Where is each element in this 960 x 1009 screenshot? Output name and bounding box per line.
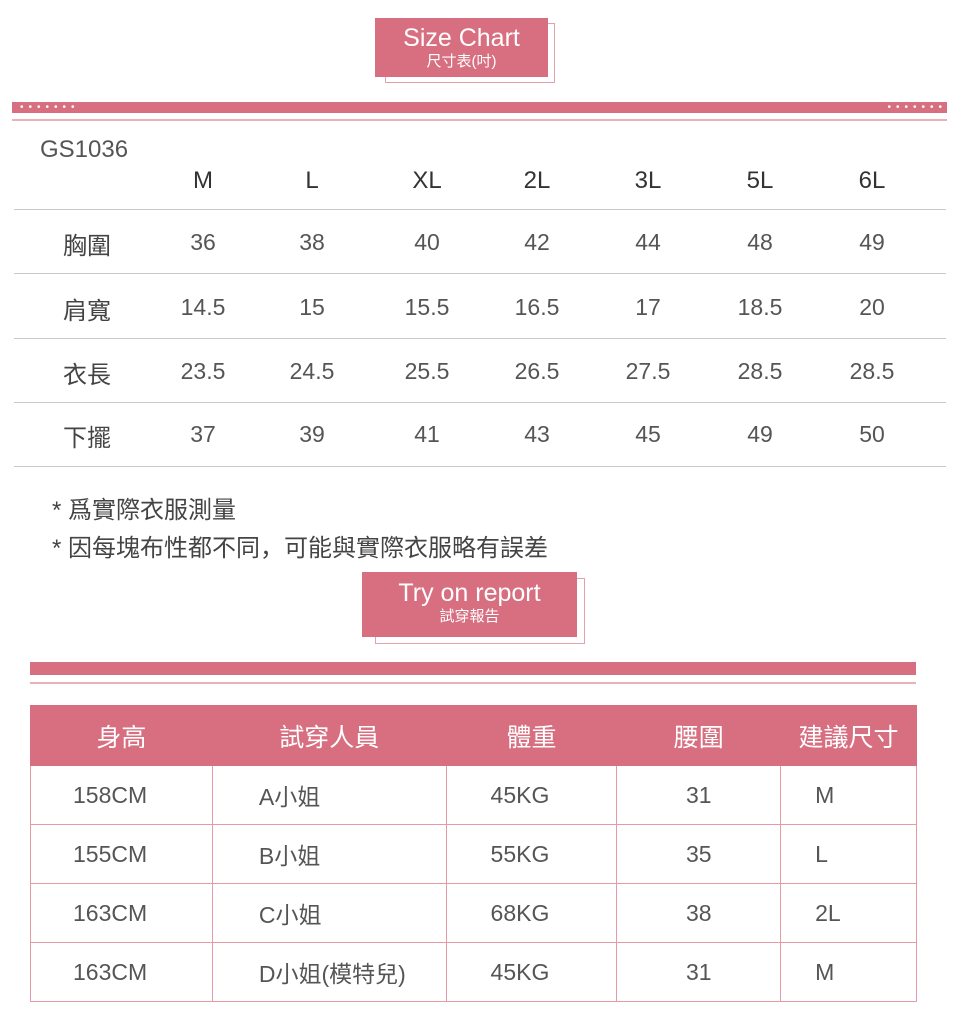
- size-value: 18.5: [737, 294, 783, 320]
- column-header: 腰圍: [616, 705, 782, 766]
- size-value: 44: [635, 229, 661, 255]
- try-on-title: Try on report: [398, 579, 541, 607]
- size-chart-badge: Size Chart 尺寸表(吋): [375, 18, 548, 77]
- table-cell: 35: [616, 824, 782, 884]
- size-header: 3L: [634, 167, 662, 194]
- table-cell: 55KG: [445, 824, 618, 884]
- size-header: XL: [412, 167, 442, 194]
- size-value: 27.5: [625, 358, 671, 384]
- divider: [30, 682, 916, 684]
- row-separator: [14, 402, 946, 403]
- table-cell: 158CM: [30, 765, 213, 825]
- row-label: 胸圍: [63, 233, 111, 260]
- try-on-table: 身高 試穿人員 體重 腰圍 建議尺寸 158CM A小姐 45KG 31 M 155CM B小姐 55…: [30, 705, 917, 1002]
- table-cell: 163CM: [30, 942, 213, 1002]
- table-row: 155CM B小姐 55KG 35 L: [30, 824, 917, 884]
- note-1: * 爲實際衣服測量: [52, 497, 237, 524]
- size-value: 15: [299, 294, 325, 320]
- row-separator: [14, 466, 946, 467]
- table-cell: M: [780, 765, 917, 825]
- table-cell: 2L: [780, 883, 917, 943]
- table-row: 158CM A小姐 45KG 31 M: [30, 765, 917, 825]
- size-value: 20: [859, 294, 885, 320]
- model-code: GS1036: [40, 136, 129, 163]
- row-label: 衣長: [63, 362, 111, 389]
- size-value: 37: [190, 421, 216, 447]
- table-cell: 31: [616, 942, 782, 1002]
- note-2: * 因每塊布性都不同，可能與實際衣服略有誤差: [52, 535, 549, 562]
- table-cell: 38: [616, 883, 782, 943]
- size-header: 2L: [523, 167, 551, 194]
- size-value: 26.5: [514, 358, 560, 384]
- row-separator: [14, 209, 946, 210]
- size-value: 25.5: [404, 358, 450, 384]
- try-on-bar: [30, 662, 916, 675]
- column-header: 建議尺寸: [780, 705, 917, 766]
- size-value: 38: [299, 229, 325, 255]
- row-label: 肩寬: [63, 298, 111, 325]
- size-value: 49: [859, 229, 885, 255]
- table-cell: 31: [616, 765, 782, 825]
- table-cell: B小姐: [211, 824, 447, 884]
- table-cell: L: [780, 824, 917, 884]
- size-value: 50: [859, 421, 885, 447]
- size-value: 15.5: [404, 294, 450, 320]
- size-value: 39: [299, 421, 325, 447]
- size-value: 45: [635, 421, 661, 447]
- size-value: 28.5: [849, 358, 895, 384]
- size-value: 14.5: [180, 294, 226, 320]
- size-chart-title: Size Chart: [403, 24, 520, 52]
- size-value: 41: [414, 421, 440, 447]
- size-value: 42: [524, 229, 550, 255]
- table-cell: 45KG: [445, 765, 618, 825]
- size-value: 49: [747, 421, 773, 447]
- row-label: 下擺: [63, 425, 111, 452]
- size-value: 28.5: [737, 358, 783, 384]
- size-value: 16.5: [514, 294, 560, 320]
- size-value: 40: [414, 229, 440, 255]
- size-value: 43: [524, 421, 550, 447]
- size-value: 24.5: [289, 358, 335, 384]
- column-header: 體重: [445, 705, 618, 766]
- size-value: 36: [190, 229, 216, 255]
- try-on-subtitle: 試穿報告: [439, 608, 500, 625]
- table-cell: C小姐: [211, 883, 447, 943]
- size-header: 5L: [746, 167, 774, 194]
- column-header: 身高: [30, 705, 213, 766]
- size-header: 6L: [858, 167, 886, 194]
- table-row: 163CM C小姐 68KG 38 2L: [30, 883, 917, 943]
- table-cell: A小姐: [211, 765, 447, 825]
- divider: [12, 119, 947, 121]
- try-on-badge: Try on report 試穿報告: [362, 572, 577, 637]
- size-chart-subtitle: 尺寸表(吋): [426, 53, 497, 70]
- row-separator: [14, 338, 946, 339]
- table-cell: 68KG: [445, 883, 618, 943]
- size-value: 23.5: [180, 358, 226, 384]
- size-header: L: [305, 167, 319, 194]
- size-value: 48: [747, 229, 773, 255]
- table-cell: 155CM: [30, 824, 213, 884]
- size-header: M: [193, 167, 213, 194]
- table-cell: M: [780, 942, 917, 1002]
- row-separator: [14, 273, 946, 274]
- size-chart-bar: ••••••• •••••••: [12, 102, 947, 113]
- dots-right: •••••••: [887, 102, 947, 113]
- column-header: 試穿人員: [211, 705, 447, 766]
- table-cell: D小姐(模特兒): [211, 942, 447, 1002]
- size-value: 17: [635, 294, 661, 320]
- table-row: 163CM D小姐(模特兒) 45KG 31 M: [30, 942, 917, 1002]
- table-cell: 163CM: [30, 883, 213, 943]
- dots-left: •••••••: [20, 102, 80, 113]
- table-cell: 45KG: [445, 942, 618, 1002]
